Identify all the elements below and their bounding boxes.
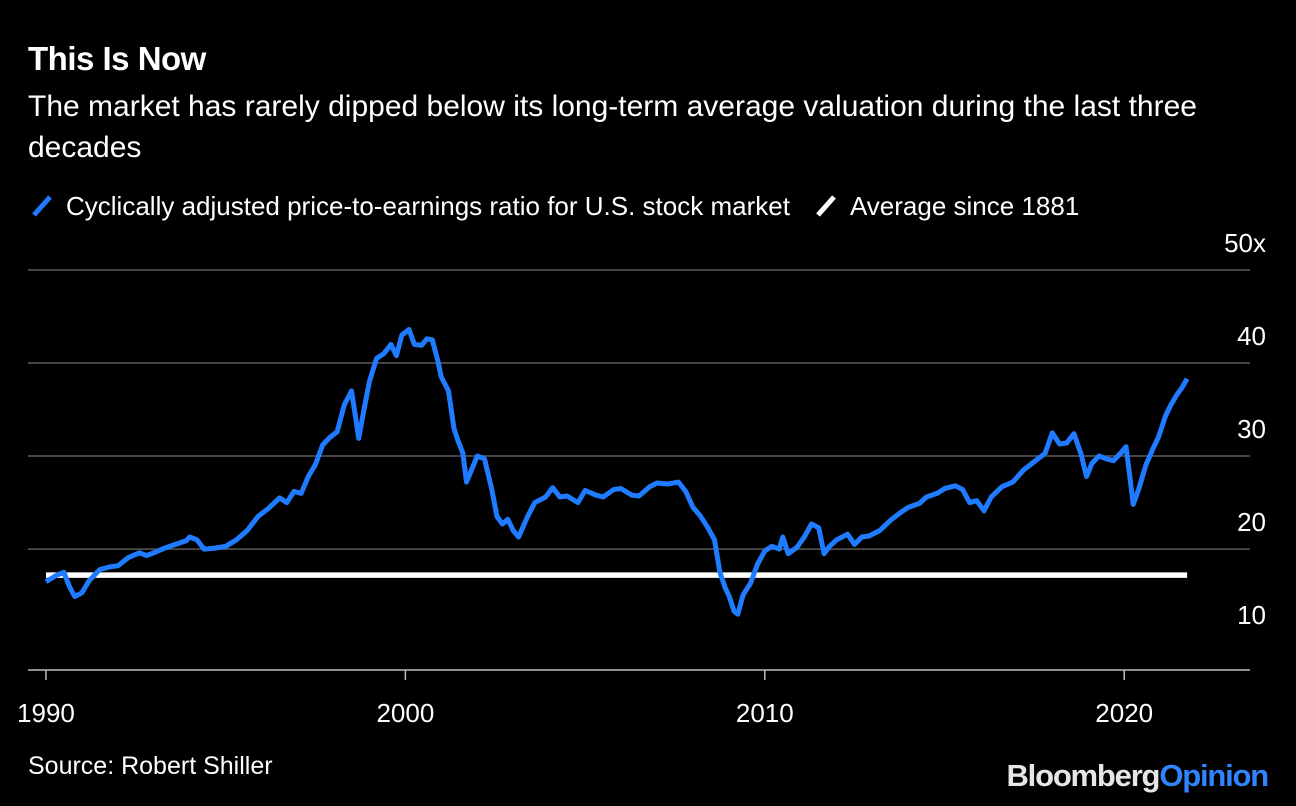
legend-label-average: Average since 1881	[849, 190, 1080, 221]
legend-swatch-cape	[32, 195, 52, 217]
x-tick-label: 2010	[736, 698, 794, 728]
y-tick-label: 40	[1237, 321, 1266, 351]
x-tick-label: 2000	[376, 698, 434, 728]
legend: Cyclically adjusted price-to-earnings ra…	[28, 190, 1101, 222]
y-tick-label: 30	[1237, 414, 1266, 444]
legend-item-average: Average since 1881	[812, 191, 1079, 222]
legend-label-cape: Cyclically adjusted price-to-earnings ra…	[66, 190, 790, 221]
chart-subtitle: The market has rarely dipped below its l…	[28, 90, 1197, 164]
source-note: Source: Robert Shiller	[28, 752, 273, 780]
y-tick-label: 20	[1237, 507, 1266, 537]
brand-logo-part1: Bloomberg	[1006, 758, 1160, 793]
chart-title: This Is Now	[28, 40, 206, 77]
y-tick-label: 50x	[1224, 228, 1266, 258]
x-tick-label: 2020	[1095, 698, 1153, 728]
legend-item-cape: Cyclically adjusted price-to-earnings ra…	[28, 191, 790, 222]
brand-logo-part2: Opinion	[1159, 758, 1269, 793]
legend-swatch-average	[816, 195, 836, 217]
y-tick-label: 10	[1237, 600, 1266, 630]
x-tick-label: 1990	[17, 698, 75, 728]
series-line-cape	[44, 327, 1190, 617]
brand-logo: BloombergOpinion	[1006, 758, 1269, 794]
